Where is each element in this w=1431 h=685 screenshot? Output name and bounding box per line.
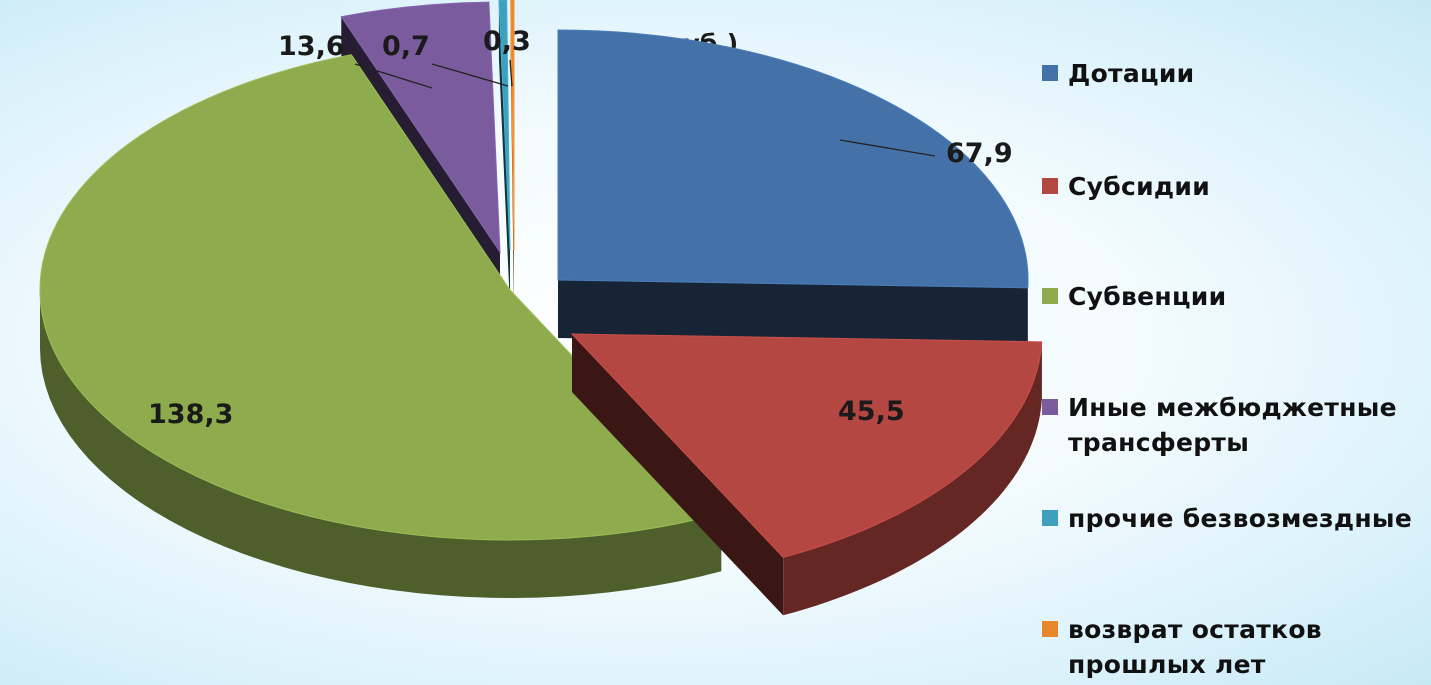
legend-label: Субсидии [1068,172,1211,201]
data-label-prochie: 0,7 [382,31,430,62]
legend-label-line: трансферты [1068,428,1250,457]
legend-label: возврат остатков прошлых лет [1068,612,1322,682]
data-label-vozvrat: 0,3 [483,26,531,57]
pie-slice-top [570,333,1043,558]
legend-label-line: Иные межбюджетные [1068,393,1397,422]
pie-slice-top [39,54,723,541]
legend-swatch [1042,178,1058,194]
legend-label-line: возврат остатков [1068,615,1322,644]
legend-item-vozvrat: возврат остатков прошлых лет [1042,612,1322,682]
label-leader-line [839,139,936,157]
pie-slice-dotacii [557,29,1029,346]
legend-label: Иные межбюджетные трансферты [1068,390,1397,460]
pie-slice-wall [572,334,784,616]
legend-label: Дотации [1068,59,1195,88]
label-leader-line [354,63,433,89]
legend-label: прочие безвозмездные [1068,504,1413,533]
pie-slice-subsidii [570,333,1043,616]
legend-swatch [1042,510,1058,526]
legend-item-prochie: прочие безвозмездные [1042,501,1412,536]
data-label-subvencii: 138,3 [148,399,233,430]
pie-slice-prochie [498,0,511,309]
legend-item-subvencii: Субвенции [1042,279,1226,314]
legend-label-line: прошлых лет [1068,650,1266,679]
data-label-inye-mbt: 13,6 [278,31,345,62]
legend-label: Субвенции [1068,282,1227,311]
pie-slice-top [340,1,501,254]
label-leader-line [431,63,509,87]
legend-item-dotacii: Дотации [1042,56,1194,91]
legend-item-subsidii: Субсидии [1042,169,1210,204]
pie-slice-side [783,341,1042,616]
legend-swatch [1042,65,1058,81]
pie-slice-side [40,290,722,598]
pie-slice-wall [498,0,510,309]
legend-swatch [1042,399,1058,415]
legend-item-inye-mbt: Иные межбюджетные трансферты [1042,390,1397,460]
legend-swatch [1042,288,1058,304]
pie-slice-top [557,29,1029,289]
data-label-dotacii: 67,9 [946,138,1013,169]
pie-slice-top [498,0,511,251]
data-label-subsidii: 45,5 [838,396,905,427]
label-leader-line [509,59,513,87]
legend-swatch [1042,621,1058,637]
pie-slice-top [510,0,515,251]
pie-slice-wall [558,280,1028,346]
